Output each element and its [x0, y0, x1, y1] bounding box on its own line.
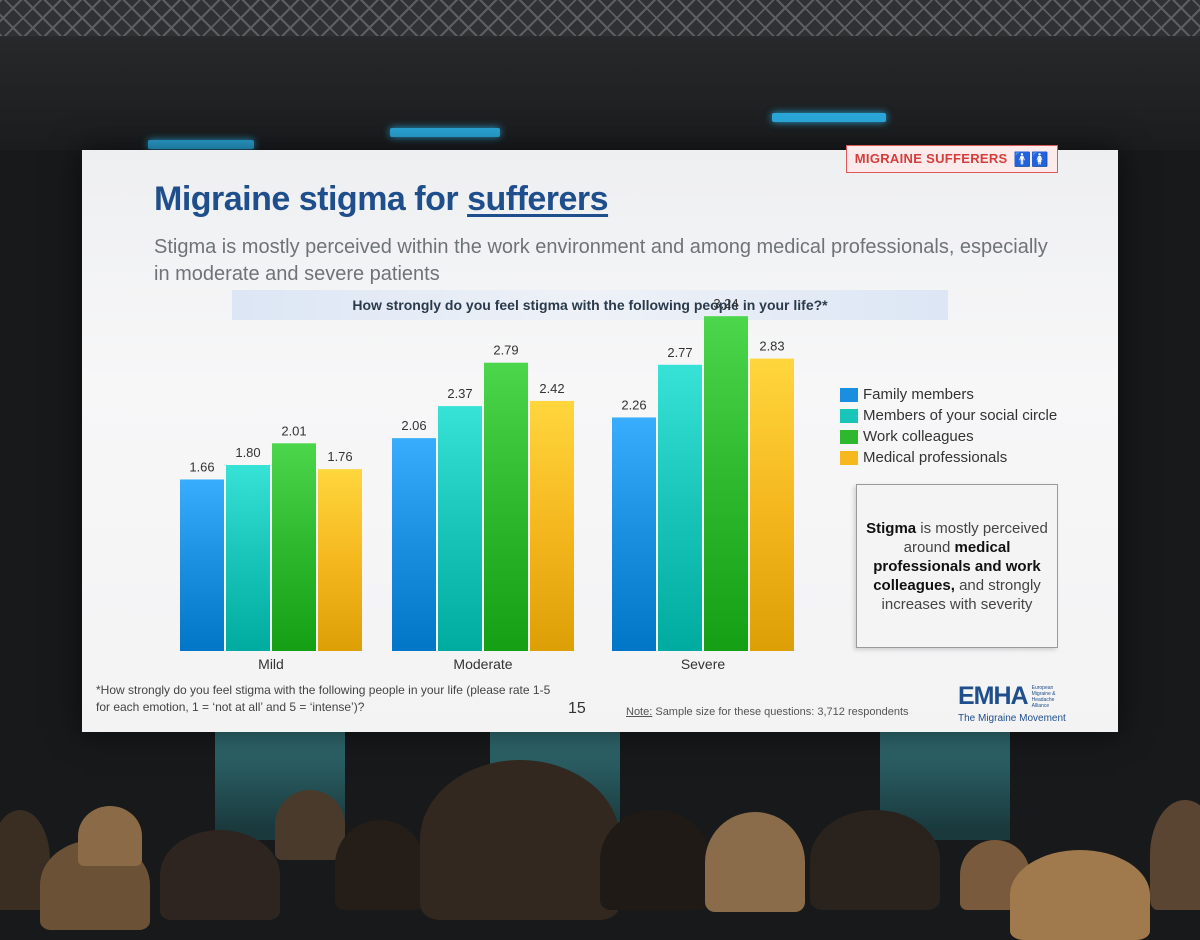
legend-item: Members of your social circle — [840, 405, 1057, 426]
slide-subtitle: Stigma is mostly perceived within the wo… — [154, 236, 1048, 285]
category-label: Severe — [681, 656, 726, 672]
note-text: Sample size for these questions: 3,712 r… — [652, 706, 909, 718]
value-labels-group: 1.66 1.80 2.01 1.76 2.06 2.37 2.79 2.42 2.26 2.77… — [189, 296, 784, 474]
bar-severe-3 — [750, 358, 794, 651]
sample-size-note: Note: Sample size for these questions: 3… — [626, 706, 909, 718]
presentation-slide: MIGRAINE SUFFERERS 🚹🚺 Migraine stigma fo… — [82, 145, 1118, 732]
audience-crowd — [0, 760, 1200, 940]
bar-severe-2 — [704, 316, 748, 651]
page-number: 15 — [568, 700, 586, 717]
callout-text-bold-1: Stigma — [866, 519, 917, 537]
value-label: 1.80 — [235, 445, 260, 460]
category-label: Moderate — [453, 656, 512, 672]
legend-swatch — [840, 408, 858, 423]
emha-logo: EMHA European Migraine & Headache Allian… — [958, 682, 1078, 724]
logo-tagline: The Migraine Movement — [958, 713, 1066, 724]
stage-light — [390, 128, 500, 137]
survey-question: How strongly do you feel stigma with the… — [232, 290, 948, 320]
callout-text-2: and strongly increases with severity — [881, 576, 1041, 613]
bar-moderate-3 — [530, 400, 574, 651]
bar-moderate-1 — [438, 406, 482, 651]
legend-item: Medical professionals — [840, 447, 1057, 468]
insight-callout: Stigma is mostly perceived around medica… — [856, 484, 1058, 648]
legend-label: Members of your social circle — [863, 407, 1058, 424]
value-label: 2.77 — [667, 345, 692, 360]
chart-legend: Family members Members of your social cir… — [840, 384, 1057, 468]
legend-item: Family members — [840, 384, 1057, 405]
bar-mild-3 — [318, 469, 362, 651]
bar-chart: 1.66 1.80 2.01 1.76 2.06 2.37 2.79 2.42 2.26 2.77… — [180, 296, 794, 672]
category-labels-group: Mild Moderate Severe — [258, 656, 725, 672]
bar-mild-0 — [180, 479, 224, 651]
bar-moderate-0 — [392, 438, 436, 651]
badge-label: MIGRAINE SUFFERERS — [854, 151, 1008, 166]
footnote: *How strongly do you feel stigma with th… — [96, 683, 551, 714]
bar-severe-1 — [658, 364, 702, 651]
callout-text: Stigma is mostly perceived around medica… — [857, 519, 1057, 614]
bar-mild-2 — [272, 443, 316, 651]
value-label: 2.37 — [447, 386, 472, 401]
lighting-truss — [0, 0, 1200, 36]
slide-title: Migraine stigma for sufferers — [154, 180, 609, 219]
people-icon: 🚹🚺 — [1013, 151, 1049, 167]
legend-item: Work colleagues — [840, 426, 1057, 447]
legend-swatch — [840, 450, 858, 465]
callout-text-1: is mostly perceived around — [903, 519, 1048, 556]
slide-title-prefix: Migraine stigma for — [154, 180, 468, 218]
bar-mild-1 — [226, 465, 270, 651]
note-label: Note: — [626, 706, 653, 718]
value-label: 2.06 — [401, 418, 426, 433]
legend-swatch — [840, 387, 858, 402]
value-label: 1.76 — [327, 449, 352, 464]
value-label: 2.83 — [759, 339, 784, 354]
stage-light — [772, 113, 886, 122]
bars-group — [180, 316, 794, 651]
stage-light — [148, 140, 254, 149]
category-label: Mild — [258, 656, 284, 672]
legend-label: Medical professionals — [863, 449, 1008, 466]
value-label: 1.66 — [189, 459, 214, 474]
audience-badge: MIGRAINE SUFFERERS 🚹🚺 — [845, 145, 1058, 173]
logo-wordmark: EMHA — [958, 682, 1029, 710]
value-label: 2.26 — [621, 397, 646, 412]
value-label: 2.42 — [539, 381, 564, 396]
callout-text-bold-2: medical professionals and work colleague… — [873, 538, 1041, 594]
legend-swatch — [840, 429, 858, 444]
bar-severe-0 — [612, 417, 656, 651]
bar-moderate-2 — [484, 362, 528, 651]
slide-title-emphasis: sufferers — [467, 180, 609, 218]
value-label: 2.01 — [281, 423, 306, 438]
value-label: 3.24 — [713, 296, 738, 311]
logo-org-name: European Migraine & Headache Alliance — [1031, 684, 1056, 709]
legend-label: Work colleagues — [863, 428, 974, 445]
legend-label: Family members — [863, 386, 974, 403]
value-label: 2.79 — [493, 343, 518, 358]
